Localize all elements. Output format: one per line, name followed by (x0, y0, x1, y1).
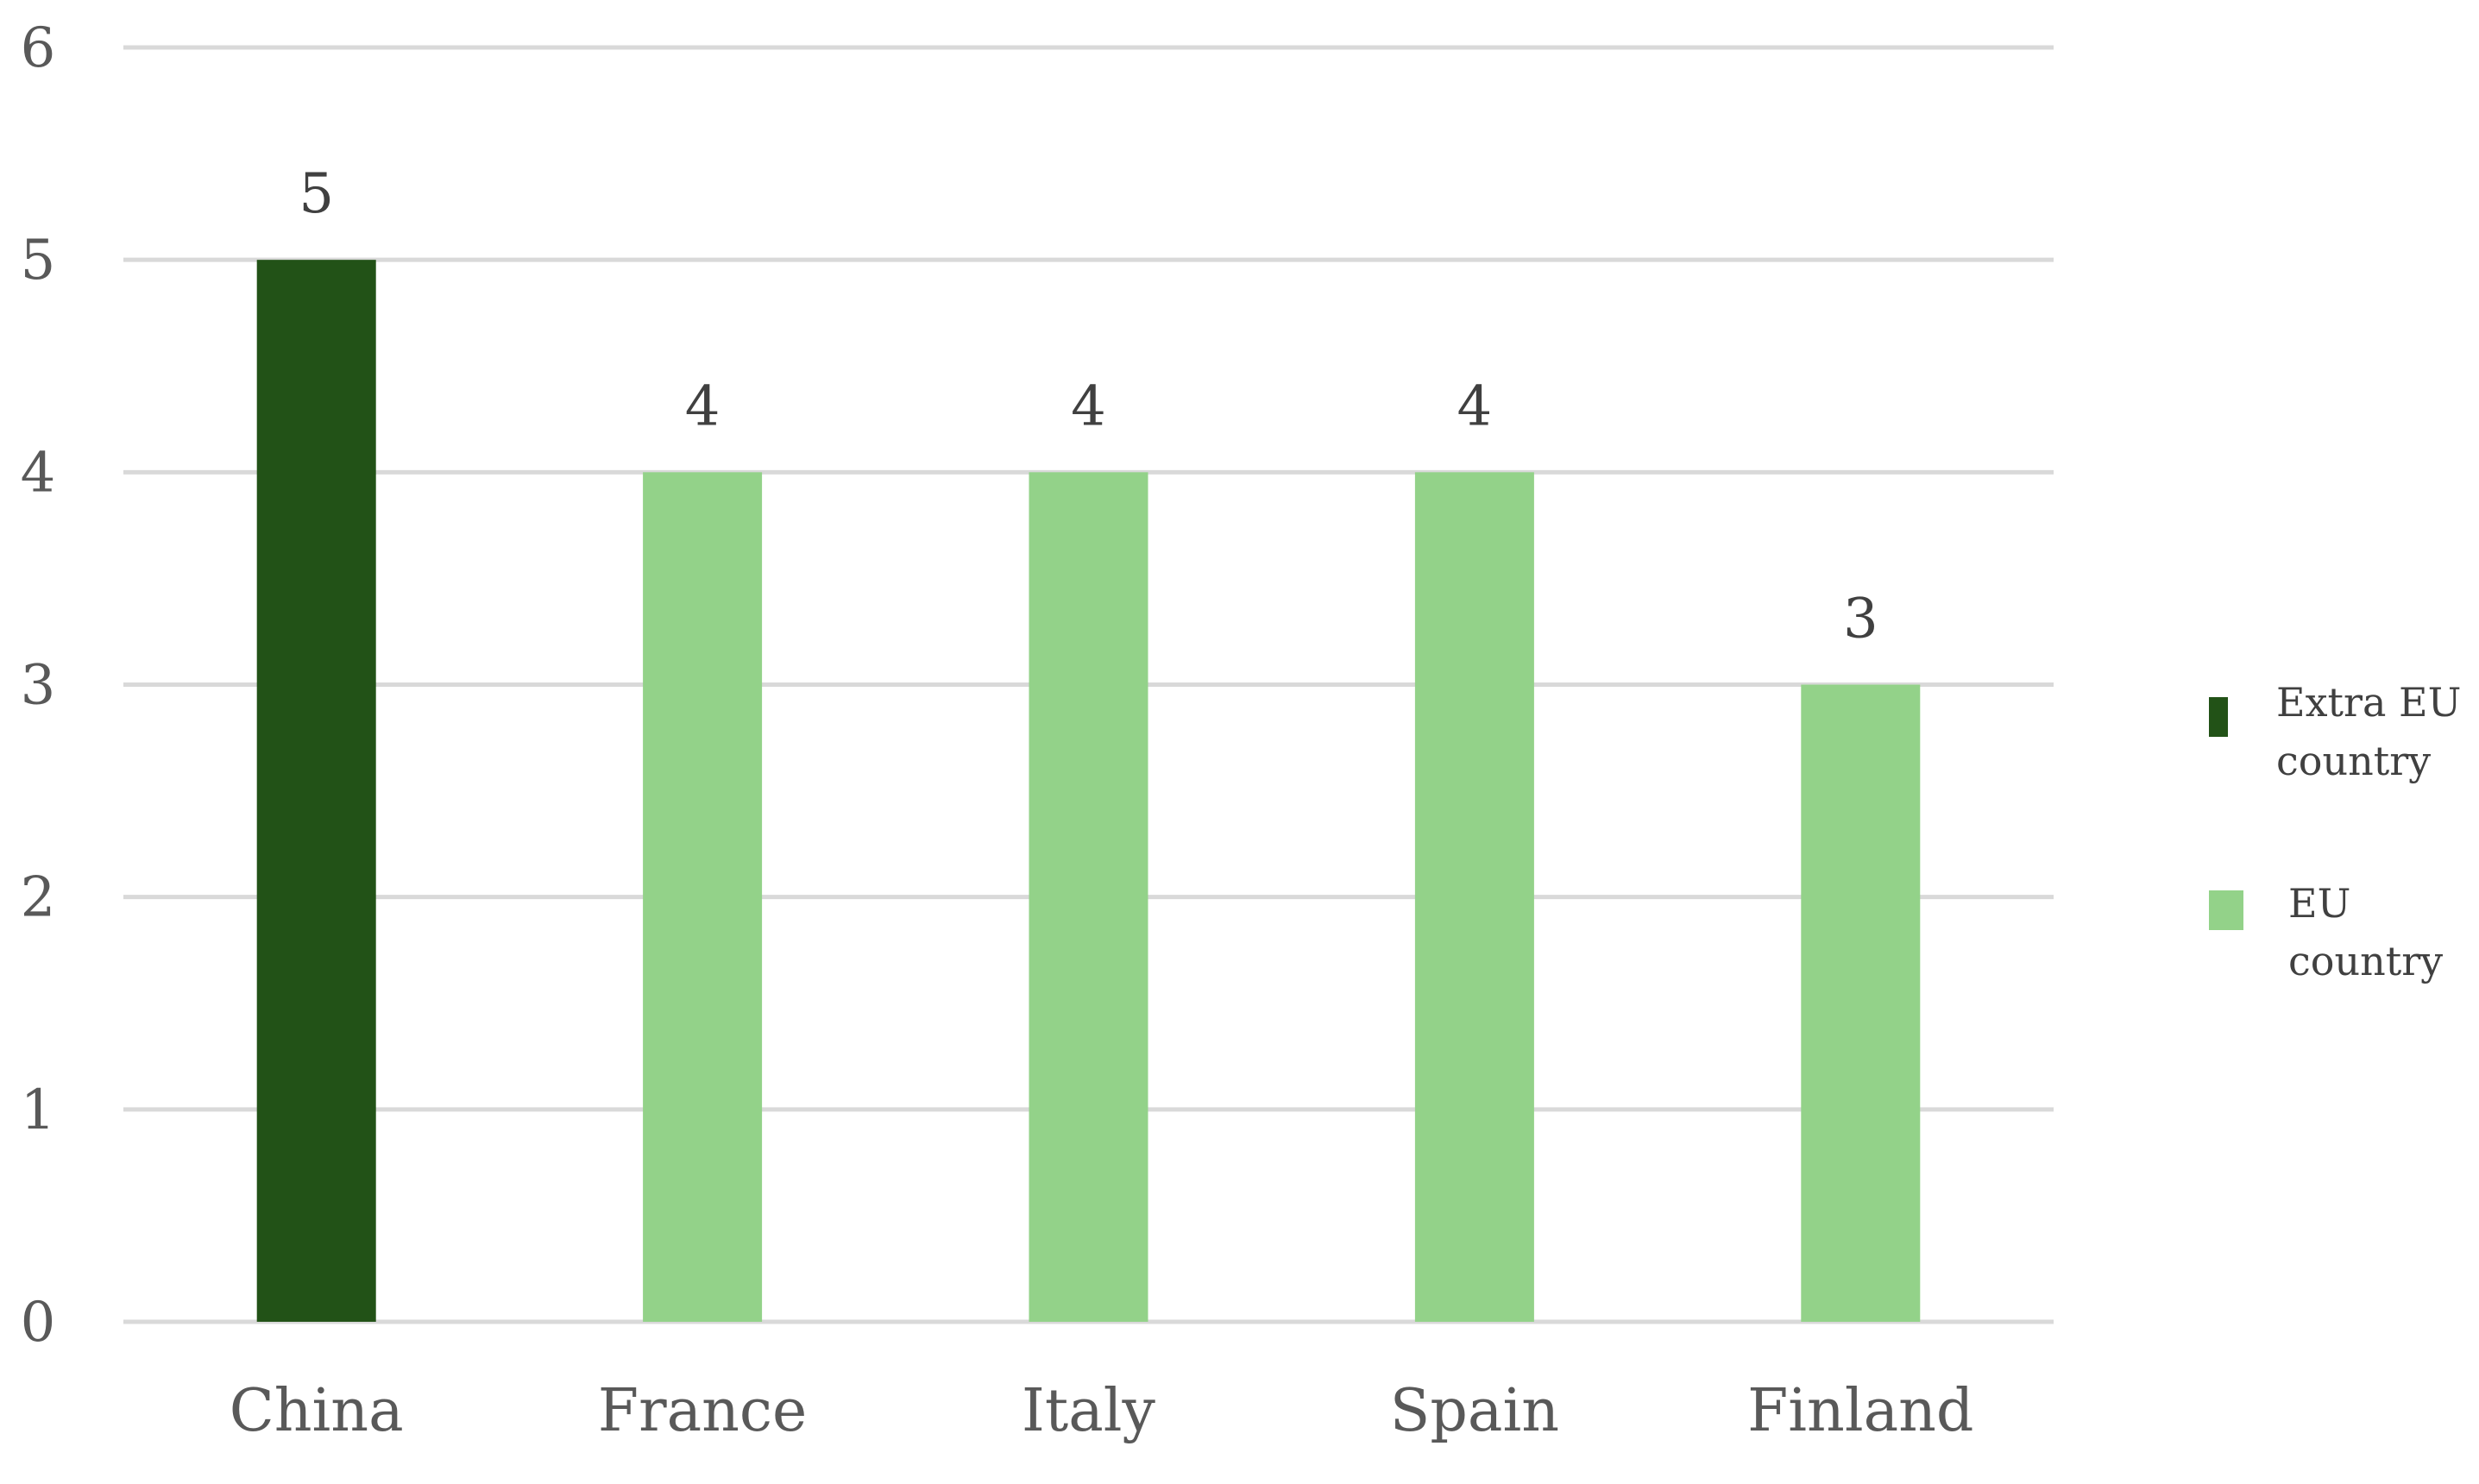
data-label: 3 (1843, 588, 1878, 651)
data-labels: 5 4 4 4 3 (299, 162, 1878, 651)
bar-italy (1029, 472, 1148, 1322)
bar-finland (1801, 684, 1921, 1322)
legend-swatch (2209, 697, 2228, 737)
bars (256, 260, 1921, 1323)
x-tick-label: Spain (1390, 1377, 1559, 1445)
x-tick-label: France (598, 1377, 807, 1445)
y-tick-label: 1 (21, 1078, 56, 1142)
y-tick-label: 6 (21, 16, 56, 80)
bar-france (643, 472, 763, 1322)
y-tick-label: 2 (21, 866, 56, 930)
data-label: 5 (299, 162, 334, 226)
y-tick-label: 0 (21, 1291, 56, 1355)
x-tick-label: China (230, 1377, 404, 1445)
data-label: 4 (685, 374, 720, 438)
data-label: 4 (1457, 374, 1493, 438)
x-tick-label: Italy (1022, 1377, 1155, 1445)
y-tick-label: 4 (21, 441, 56, 505)
y-axis-ticks: 0 1 2 3 4 5 6 (21, 16, 56, 1355)
legend: Extra EU country EU country (2209, 679, 2461, 984)
legend-label-line: EU (2288, 880, 2350, 927)
bar-china (256, 260, 376, 1323)
legend-swatch (2209, 890, 2243, 930)
bar-spain (1414, 472, 1534, 1322)
legend-label-line: country (2276, 738, 2431, 784)
legend-label-line: country (2288, 938, 2443, 984)
x-tick-label: Finland (1747, 1377, 1973, 1445)
data-label: 4 (1071, 374, 1106, 438)
legend-label-line: Extra EU (2276, 679, 2461, 726)
y-tick-label: 5 (21, 229, 56, 292)
y-tick-label: 3 (21, 654, 56, 718)
x-axis-ticks: China France Italy Spain Finland (230, 1377, 1974, 1445)
